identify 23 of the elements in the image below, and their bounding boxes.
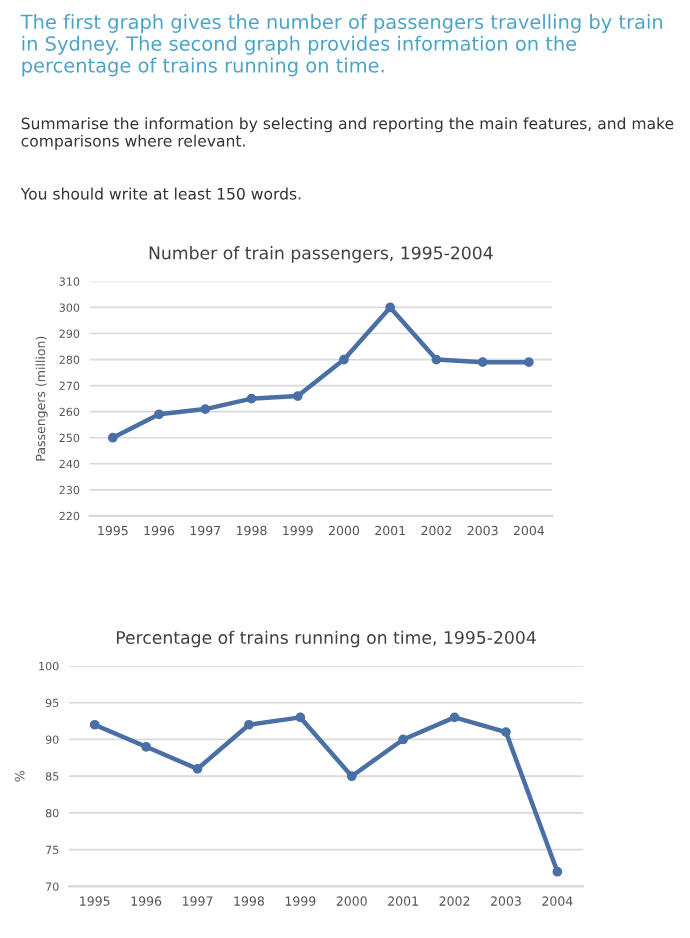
point	[431, 354, 442, 365]
point	[477, 357, 488, 368]
point	[154, 409, 164, 420]
point	[107, 432, 118, 443]
point	[385, 302, 396, 313]
point	[339, 354, 349, 365]
point	[449, 712, 460, 723]
point	[141, 741, 151, 752]
point	[192, 763, 203, 774]
text: The first graph gives the number of passengers travelling by train in Sydney. The second graph provides information on the percentage of trains running on time.	[20, 14, 663, 77]
chart-title: Number of train passengers, 1995-2004	[149, 246, 493, 263]
point	[552, 866, 563, 877]
point	[200, 404, 211, 414]
point	[524, 357, 534, 368]
point	[501, 727, 511, 737]
point	[346, 771, 357, 782]
point	[246, 393, 257, 404]
point	[89, 719, 100, 730]
chart-title: Percentage of trains running on time, 1995-2004	[116, 630, 536, 648]
point	[398, 734, 408, 745]
point	[295, 712, 306, 723]
point	[292, 391, 303, 401]
point	[244, 719, 254, 730]
